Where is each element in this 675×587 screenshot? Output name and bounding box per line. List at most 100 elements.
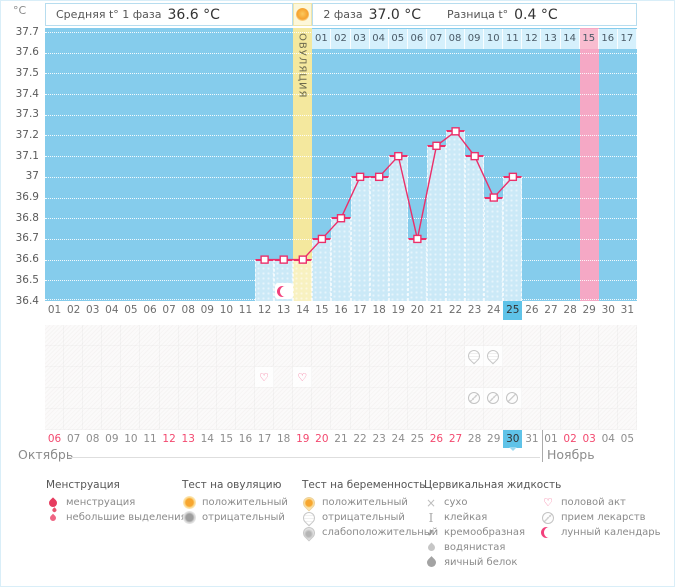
cycle-day-cell[interactable]: 15	[315, 304, 329, 316]
event-cell[interactable]	[618, 346, 637, 366]
calendar-date-cell[interactable]: 25	[410, 433, 425, 445]
event-cell[interactable]	[618, 409, 637, 429]
temperature-data-point[interactable]	[279, 255, 288, 264]
event-cell[interactable]	[274, 346, 293, 366]
cycle-day-cell[interactable]: 31	[620, 304, 635, 316]
event-cell[interactable]	[446, 367, 465, 387]
event-cell[interactable]	[618, 367, 637, 387]
cycle-day-cell[interactable]: 16	[334, 304, 348, 316]
event-cell[interactable]	[179, 388, 198, 408]
event-cell[interactable]	[389, 388, 408, 408]
event-cell[interactable]	[274, 325, 293, 345]
event-cell[interactable]	[427, 325, 446, 345]
event-cell[interactable]	[121, 346, 140, 366]
event-cell[interactable]	[83, 409, 102, 429]
cycle-day-cell[interactable]: 03	[86, 304, 100, 316]
event-cell[interactable]	[408, 367, 427, 387]
event-cell[interactable]	[370, 346, 389, 366]
cycle-day-cell[interactable]: 20	[410, 304, 425, 316]
event-cell[interactable]	[102, 409, 121, 429]
event-cell[interactable]	[45, 409, 64, 429]
event-cell[interactable]	[351, 346, 370, 366]
calendar-date-cell[interactable]: 10	[124, 433, 138, 445]
event-cell[interactable]	[561, 346, 580, 366]
temperature-data-point[interactable]	[298, 255, 308, 264]
event-cell[interactable]	[370, 409, 389, 429]
cycle-day-cell[interactable]: 23	[467, 304, 482, 316]
event-cell[interactable]	[370, 388, 389, 408]
event-cell[interactable]	[255, 388, 274, 408]
event-cell[interactable]	[121, 409, 140, 429]
event-cell[interactable]	[293, 388, 312, 408]
event-cell[interactable]	[160, 409, 179, 429]
event-cell[interactable]	[503, 367, 522, 387]
calendar-date-cell[interactable]: 07	[66, 433, 81, 445]
event-cell[interactable]	[236, 409, 255, 429]
event-cell[interactable]	[427, 367, 446, 387]
event-cell[interactable]	[160, 388, 179, 408]
event-cell[interactable]	[274, 409, 293, 429]
event-cell[interactable]	[293, 409, 312, 429]
cycle-day-cell[interactable]: 19	[391, 304, 405, 316]
event-cell[interactable]	[64, 325, 83, 345]
calendar-date-cell[interactable]: 26	[429, 433, 444, 445]
cycle-day-cell[interactable]: 13	[276, 304, 291, 316]
event-cell[interactable]	[580, 388, 599, 408]
temperature-bar[interactable]	[465, 155, 485, 301]
event-cell[interactable]	[484, 367, 503, 387]
calendar-date-cell[interactable]: 01	[544, 433, 558, 445]
cycle-day-cell[interactable]: 21	[429, 304, 444, 316]
event-cell[interactable]	[541, 409, 560, 429]
event-cell[interactable]	[255, 409, 274, 429]
event-cell[interactable]	[236, 325, 255, 345]
event-cell[interactable]	[351, 367, 370, 387]
calendar-date-cell[interactable]: 08	[86, 433, 100, 445]
temperature-data-point[interactable]	[317, 234, 327, 244]
cycle-day-cell[interactable]: 05	[124, 304, 138, 316]
temperature-bar[interactable]	[369, 175, 389, 301]
event-cell[interactable]	[312, 346, 331, 366]
cycle-day-cell[interactable]: 10	[219, 304, 234, 316]
event-cell[interactable]	[599, 346, 618, 366]
calendar-date-cell[interactable]: 20	[315, 433, 329, 445]
event-cell[interactable]	[217, 388, 236, 408]
calendar-date-cell[interactable]: 24	[391, 433, 405, 445]
temperature-bar[interactable]	[350, 175, 370, 301]
event-cell[interactable]	[484, 388, 504, 408]
event-cell[interactable]	[522, 409, 541, 429]
event-cell[interactable]	[217, 409, 236, 429]
calendar-date-cell[interactable]: 14	[200, 433, 214, 445]
calendar-date-cell[interactable]: 09	[105, 433, 119, 445]
calendar-date-cell[interactable]: 11	[143, 433, 157, 445]
event-cell[interactable]	[484, 409, 503, 429]
event-cell[interactable]	[140, 367, 159, 387]
event-cell[interactable]: ♡	[255, 367, 275, 387]
event-cell[interactable]	[102, 367, 121, 387]
calendar-date-cell[interactable]: 31	[525, 433, 539, 445]
event-cell[interactable]	[446, 388, 465, 408]
event-cell[interactable]	[465, 367, 484, 387]
event-cell[interactable]	[140, 325, 159, 345]
event-cell[interactable]	[83, 325, 102, 345]
calendar-date-cell[interactable]: 16	[238, 433, 253, 445]
event-cell[interactable]	[561, 388, 580, 408]
event-cell[interactable]	[599, 325, 618, 345]
calendar-date-cell[interactable]: 30	[503, 430, 523, 451]
event-cell[interactable]	[121, 388, 140, 408]
event-cell[interactable]	[64, 346, 83, 366]
event-cell[interactable]	[541, 346, 560, 366]
calendar-date-cell[interactable]: 21	[334, 433, 348, 445]
calendar-date-cell[interactable]: 03	[582, 433, 596, 445]
event-cell[interactable]	[293, 325, 312, 345]
calendar-date-cell[interactable]: 29	[487, 433, 501, 445]
event-cell[interactable]	[389, 367, 408, 387]
event-cell[interactable]	[465, 409, 484, 429]
event-cell[interactable]	[561, 367, 580, 387]
event-cell[interactable]	[179, 346, 198, 366]
event-cell[interactable]	[580, 409, 599, 429]
temperature-data-point[interactable]	[413, 234, 422, 244]
temperature-data-point[interactable]	[355, 172, 365, 182]
event-cell[interactable]	[599, 388, 618, 408]
event-cell[interactable]	[408, 388, 427, 408]
event-cell[interactable]	[217, 346, 236, 366]
